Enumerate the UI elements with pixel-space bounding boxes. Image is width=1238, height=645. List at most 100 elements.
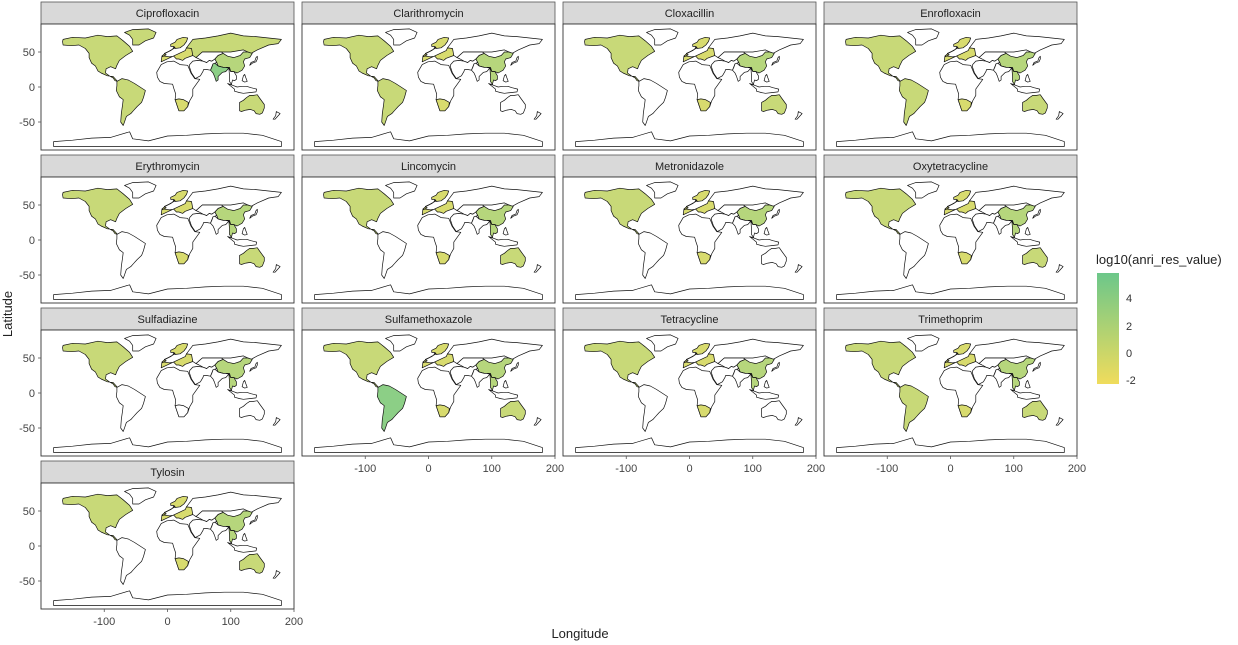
region-europe xyxy=(943,342,977,369)
region-philippines xyxy=(502,380,509,389)
region-africa xyxy=(939,60,984,112)
region-australia xyxy=(239,247,265,268)
map-panel-oxytetracycline: Oxytetracycline xyxy=(823,154,1078,304)
region-australia xyxy=(1022,94,1048,115)
region-north-america xyxy=(845,187,917,235)
y-tick-label: 50 xyxy=(23,353,35,365)
y-tick-label: 0 xyxy=(29,235,35,247)
region-antarctica xyxy=(836,437,1065,453)
region-indonesia xyxy=(1010,83,1041,94)
region-philippines xyxy=(241,533,248,542)
region-africa xyxy=(417,366,462,418)
region-australia xyxy=(761,94,787,115)
region-philippines xyxy=(502,74,509,83)
region-japan xyxy=(1032,361,1041,372)
region-south-america xyxy=(376,78,407,126)
y-tick-label: -50 xyxy=(19,423,35,435)
region-south-america xyxy=(376,384,407,432)
region-japan xyxy=(510,361,519,372)
y-tick-label: -50 xyxy=(19,576,35,588)
region-australia xyxy=(1022,400,1048,421)
region-south-america xyxy=(637,384,668,432)
region-philippines xyxy=(502,227,509,236)
map-panel-tetracycline: Tetracycline -100 0 100 200 xyxy=(562,307,825,475)
x-tick-label: 0 xyxy=(425,463,431,475)
region-africa xyxy=(156,60,201,112)
region-antarctica xyxy=(575,437,804,453)
region-north-america xyxy=(845,340,917,388)
map-panel-lincomycin: Lincomycin xyxy=(301,154,556,304)
region-antarctica xyxy=(314,437,543,453)
region-india xyxy=(210,368,230,388)
region-europe xyxy=(160,189,194,216)
region-north-america xyxy=(62,340,134,388)
region-south-america xyxy=(115,537,146,585)
region-southern-africa xyxy=(435,404,450,418)
region-antarctica xyxy=(53,131,282,147)
region-africa xyxy=(417,60,462,112)
region-new-zealand xyxy=(1055,111,1064,120)
x-tick-label: -100 xyxy=(354,463,376,475)
region-indonesia xyxy=(749,236,780,247)
region-japan xyxy=(249,514,258,525)
region-greenland xyxy=(646,334,679,352)
region-greenland xyxy=(907,28,940,46)
region-japan xyxy=(249,361,258,372)
region-new-zealand xyxy=(794,111,803,120)
region-africa xyxy=(939,366,984,418)
region-north-america xyxy=(845,34,917,82)
region-japan xyxy=(1032,55,1041,66)
region-philippines xyxy=(763,74,770,83)
map-panel-sulfadiazine: Sulfadiazine 50 0 -50 xyxy=(19,307,295,457)
region-india xyxy=(210,521,230,541)
region-southeast-asia xyxy=(228,220,237,240)
x-tick-label: 0 xyxy=(686,463,692,475)
y-tick-label: 50 xyxy=(23,506,35,518)
region-greenland xyxy=(385,334,418,352)
region-philippines xyxy=(1024,380,1031,389)
facet-title: Trimethoprim xyxy=(918,314,982,326)
region-antarctica xyxy=(575,131,804,147)
x-tick-label: 100 xyxy=(744,463,762,475)
region-north-america xyxy=(62,34,134,82)
region-new-zealand xyxy=(272,417,281,426)
x-tick-label: 200 xyxy=(285,616,303,628)
region-antarctica xyxy=(314,284,543,300)
region-australia xyxy=(239,553,265,574)
map-panel-cloxacillin: Cloxacillin xyxy=(562,1,817,151)
region-southeast-asia xyxy=(1011,220,1020,240)
region-southeast-asia xyxy=(1011,373,1020,393)
region-india xyxy=(210,215,230,235)
legend-label-4: 4 xyxy=(1126,293,1132,305)
region-japan xyxy=(249,208,258,219)
region-indonesia xyxy=(488,83,519,94)
region-new-zealand xyxy=(272,570,281,579)
region-north-america xyxy=(62,187,134,235)
region-japan xyxy=(771,208,780,219)
y-tick-label: 0 xyxy=(29,541,35,553)
y-tick-label: 50 xyxy=(23,200,35,212)
region-indonesia xyxy=(227,83,258,94)
region-australia xyxy=(500,400,526,421)
region-indonesia xyxy=(1010,236,1041,247)
region-indonesia xyxy=(1010,389,1041,400)
facet-title: Clarithromycin xyxy=(393,8,463,20)
region-greenland xyxy=(124,334,157,352)
region-india xyxy=(993,62,1013,82)
region-europe xyxy=(160,342,194,369)
y-tick-label: -50 xyxy=(19,117,35,129)
region-south-america xyxy=(898,384,929,432)
region-antarctica xyxy=(314,131,543,147)
y-tick-label: 50 xyxy=(23,47,35,59)
region-australia xyxy=(239,400,265,421)
region-north-america xyxy=(62,493,134,541)
region-greenland xyxy=(124,28,157,46)
region-southeast-asia xyxy=(228,526,237,546)
map-panel-sulfamethoxazole: Sulfamethoxazole -100 0 100 200 xyxy=(301,307,564,475)
x-tick-label: 100 xyxy=(483,463,501,475)
x-tick-label: 200 xyxy=(807,463,825,475)
facet-title: Erythromycin xyxy=(135,161,199,173)
region-north-america xyxy=(584,34,656,82)
region-philippines xyxy=(763,380,770,389)
region-greenland xyxy=(646,181,679,199)
